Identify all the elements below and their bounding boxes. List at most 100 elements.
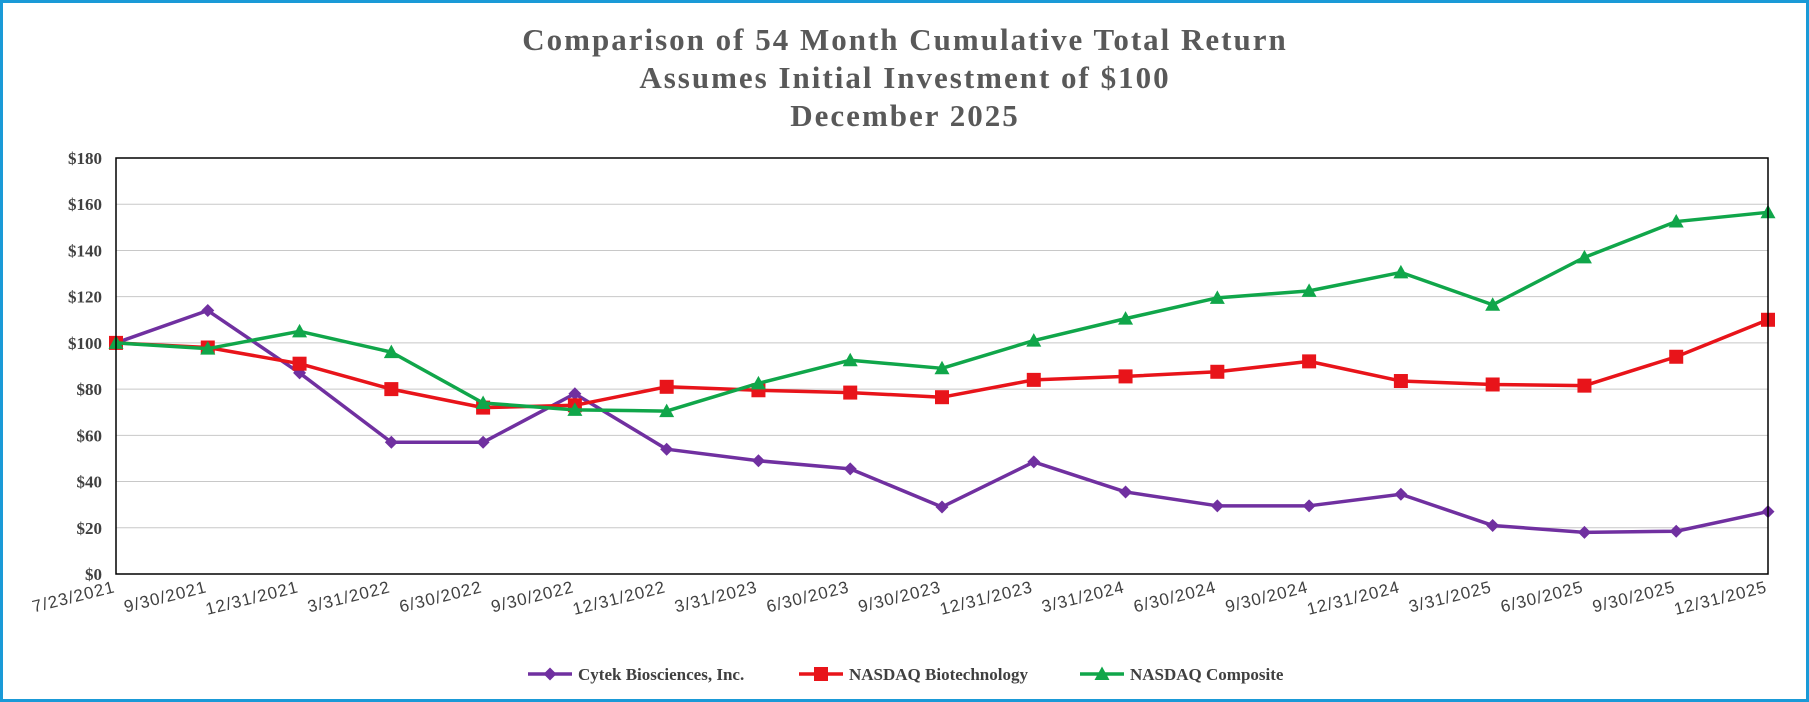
x-tick-label: 3/31/2023 (673, 577, 760, 616)
data-point (1027, 455, 1041, 469)
data-point (1485, 377, 1500, 392)
y-tick-label: $80 (77, 380, 103, 399)
data-point (384, 382, 399, 397)
data-point (1669, 349, 1684, 364)
x-tick-label: 7/23/2021 (30, 577, 117, 616)
x-tick-label: 12/31/2024 (1305, 577, 1402, 618)
chart-title-line-2: Assumes Initial Investment of $100 (639, 60, 1170, 95)
y-tick-label: $20 (77, 519, 103, 538)
data-point (201, 304, 215, 318)
legend-marker (814, 667, 828, 681)
data-point (476, 435, 490, 449)
data-point (659, 379, 674, 394)
x-tick-label: 9/30/2021 (122, 577, 209, 616)
legend-item: Cytek Biosciences, Inc. (528, 665, 744, 684)
data-point (935, 500, 949, 514)
data-point (934, 360, 950, 375)
legend-label: NASDAQ Biotechnology (849, 665, 1028, 684)
x-tick-label: 3/31/2022 (306, 577, 393, 616)
x-tick-label: 9/30/2025 (1590, 577, 1677, 616)
chart-title-line-1: Comparison of 54 Month Cumulative Total … (522, 22, 1287, 57)
data-point (567, 402, 583, 416)
data-point (935, 390, 949, 405)
x-tick-label: 6/30/2025 (1499, 577, 1586, 616)
data-point (1576, 249, 1592, 264)
data-point (1210, 364, 1225, 379)
data-point (659, 403, 675, 418)
chart-title-line-3: December 2025 (790, 98, 1019, 133)
data-point (1302, 354, 1317, 369)
x-tick-label: 6/30/2022 (397, 577, 484, 616)
y-tick-label: $0 (85, 565, 102, 584)
y-tick-label: $60 (77, 426, 103, 445)
data-point (660, 442, 674, 456)
data-point (1668, 214, 1684, 228)
data-point (200, 341, 216, 355)
data-point (1209, 290, 1225, 304)
data-point (292, 323, 308, 338)
data-point (384, 435, 398, 449)
series-2 (109, 312, 1775, 415)
data-point (1026, 333, 1042, 347)
legend-label: Cytek Biosciences, Inc. (578, 665, 744, 684)
x-tick-label: 12/31/2022 (571, 577, 668, 618)
x-tick-label: 12/31/2025 (1672, 577, 1769, 618)
data-point (1485, 297, 1501, 311)
x-tick-label: 6/30/2024 (1132, 577, 1219, 616)
data-point (1118, 369, 1133, 384)
data-point (1577, 378, 1592, 393)
data-point (1118, 311, 1134, 325)
legend: Cytek Biosciences, Inc. NASDAQ Biotechnol… (528, 665, 1284, 684)
data-point (475, 395, 491, 409)
data-point (842, 352, 858, 367)
data-point (568, 387, 582, 401)
y-tick-label: $40 (77, 473, 103, 492)
series-line (115, 308, 1769, 535)
data-point (1119, 485, 1133, 499)
data-point (383, 344, 399, 359)
data-point (843, 462, 857, 476)
data-point (1394, 487, 1408, 501)
data-point (1393, 374, 1408, 389)
x-tick-label: 3/31/2024 (1040, 577, 1127, 616)
x-tick-label: 9/30/2022 (489, 577, 576, 616)
y-axis: $0 $20 $40 $60 $80 $100 $120 $140 $160 $180 (68, 149, 102, 584)
legend-item: NASDAQ Biotechnology (799, 665, 1028, 684)
data-point (1210, 499, 1224, 513)
y-tick-label: $100 (68, 334, 102, 353)
plot-area-border (115, 157, 1769, 575)
y-tick-label: $180 (68, 149, 102, 168)
series-3 (108, 204, 1776, 418)
series-1 (109, 304, 1775, 539)
legend-marker (1094, 666, 1110, 680)
line-chart: Comparison of 54 Month Cumulative Total … (30, 22, 1776, 684)
legend-label: NASDAQ Composite (1130, 665, 1284, 684)
chart-title: Comparison of 54 Month Cumulative Total … (522, 22, 1287, 133)
x-tick-label: 9/30/2024 (1223, 577, 1310, 616)
legend-marker (543, 667, 557, 681)
data-point (843, 385, 858, 400)
data-point (1026, 372, 1041, 387)
data-point (1486, 518, 1500, 532)
data-point (751, 454, 765, 468)
legend-item: NASDAQ Composite (1080, 665, 1284, 684)
x-tick-label: 12/31/2023 (938, 577, 1035, 618)
x-tick-label: 6/30/2023 (764, 577, 851, 616)
data-point (1669, 524, 1683, 538)
gridlines (116, 157, 1768, 529)
data-point (1302, 499, 1316, 513)
x-tick-label: 3/31/2025 (1407, 577, 1494, 616)
data-point (750, 375, 766, 390)
y-tick-label: $120 (68, 288, 102, 307)
y-tick-label: $140 (68, 241, 102, 260)
data-point (1301, 283, 1317, 297)
series-lines (108, 204, 1776, 539)
data-point (1577, 525, 1591, 539)
x-tick-label: 12/31/2021 (204, 577, 301, 618)
x-tick-label: 9/30/2023 (856, 577, 943, 616)
y-tick-label: $160 (68, 195, 102, 214)
data-point (292, 356, 307, 371)
data-point (1393, 264, 1409, 279)
